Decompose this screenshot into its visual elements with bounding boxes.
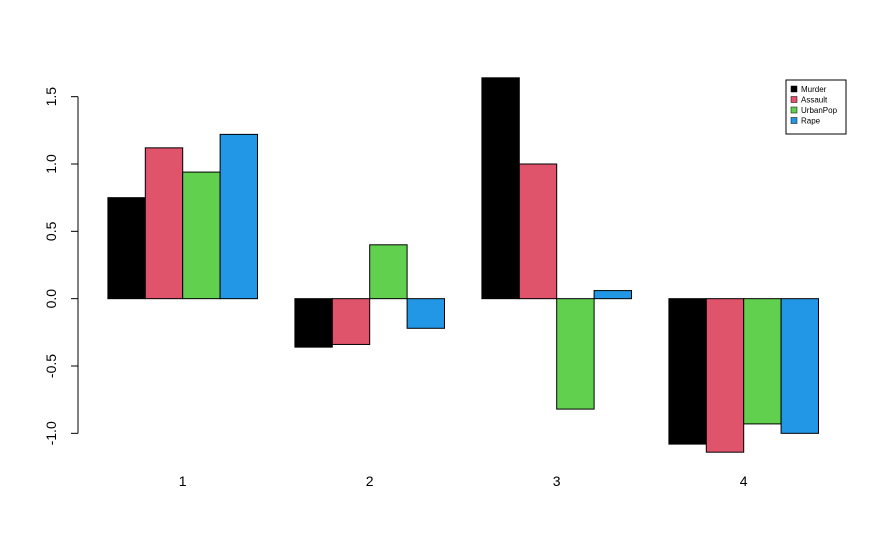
bar: [668, 298, 707, 445]
bar: [369, 244, 408, 300]
bar: [481, 77, 520, 300]
x-tick-label: 3: [553, 473, 561, 489]
bar: [107, 197, 146, 300]
y-tick-label: -1.0: [43, 421, 59, 445]
x-tick-label: 2: [366, 473, 374, 489]
y-tick-label: 0.5: [43, 221, 59, 241]
bar: [182, 171, 221, 300]
legend-label: UrbanPop: [801, 106, 838, 115]
bar: [780, 298, 819, 434]
bar: [144, 147, 184, 300]
legend-label: Murder: [801, 85, 827, 94]
bar: [705, 298, 745, 453]
legend-box: [785, 79, 847, 135]
legend-swatch: [790, 117, 798, 124]
legend-swatch: [790, 106, 798, 114]
y-tick-label: 1.5: [43, 87, 59, 107]
legend-swatch: [790, 96, 798, 103]
bar: [219, 133, 259, 300]
y-tick-label: -0.5: [43, 354, 59, 378]
legend-label: Assault: [801, 96, 828, 105]
y-tick-label: 1.0: [43, 154, 59, 174]
bar: [518, 163, 558, 300]
bar: [294, 298, 333, 348]
bar: [593, 290, 632, 300]
bar: [743, 298, 782, 425]
bar: [406, 298, 446, 329]
x-tick-label: 1: [179, 473, 187, 489]
bar: [556, 298, 595, 410]
x-tick-label: 4: [740, 473, 748, 489]
bar: [331, 298, 371, 345]
legend-label: Rape: [801, 117, 821, 126]
y-tick-label: 0.0: [43, 289, 59, 309]
legend-swatch: [790, 85, 798, 93]
